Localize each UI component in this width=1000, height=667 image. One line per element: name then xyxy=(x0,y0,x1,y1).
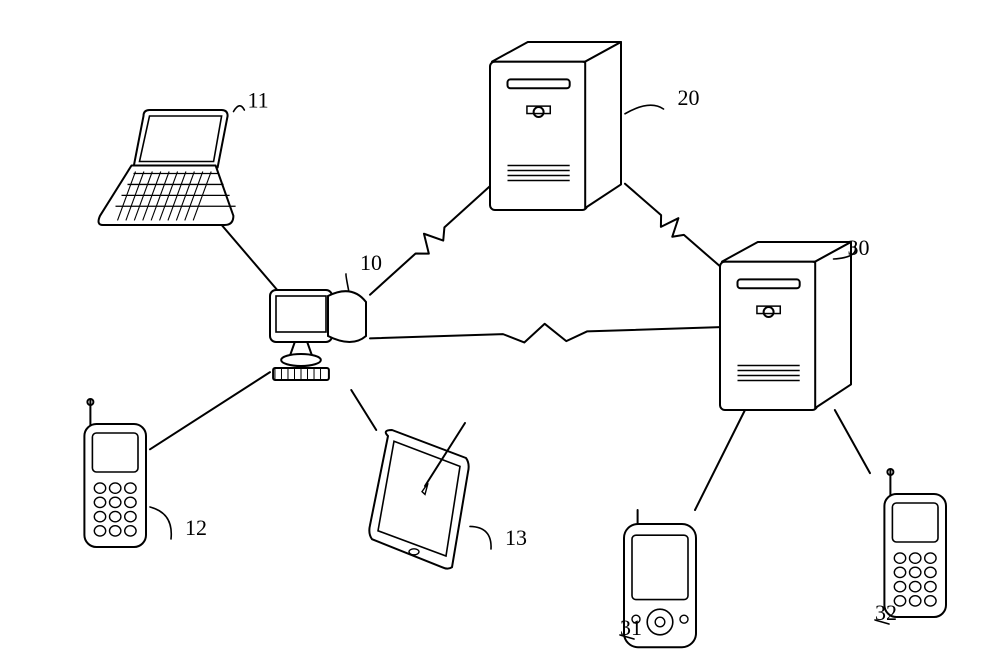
label-10: 10 xyxy=(360,250,382,275)
node-10 xyxy=(270,290,366,380)
node-30 xyxy=(720,242,851,410)
label-32: 32 xyxy=(875,600,897,625)
label-20: 20 xyxy=(678,85,700,110)
node-32 xyxy=(884,469,946,617)
node-20 xyxy=(490,42,621,210)
label-11: 11 xyxy=(248,88,269,113)
label-30: 30 xyxy=(848,235,870,260)
label-31: 31 xyxy=(620,615,642,640)
label-13: 13 xyxy=(505,525,527,550)
nodes-layer xyxy=(84,42,946,647)
node-12 xyxy=(84,399,146,547)
node-13 xyxy=(369,423,468,569)
label-12: 12 xyxy=(185,515,207,540)
node-11 xyxy=(99,110,236,225)
